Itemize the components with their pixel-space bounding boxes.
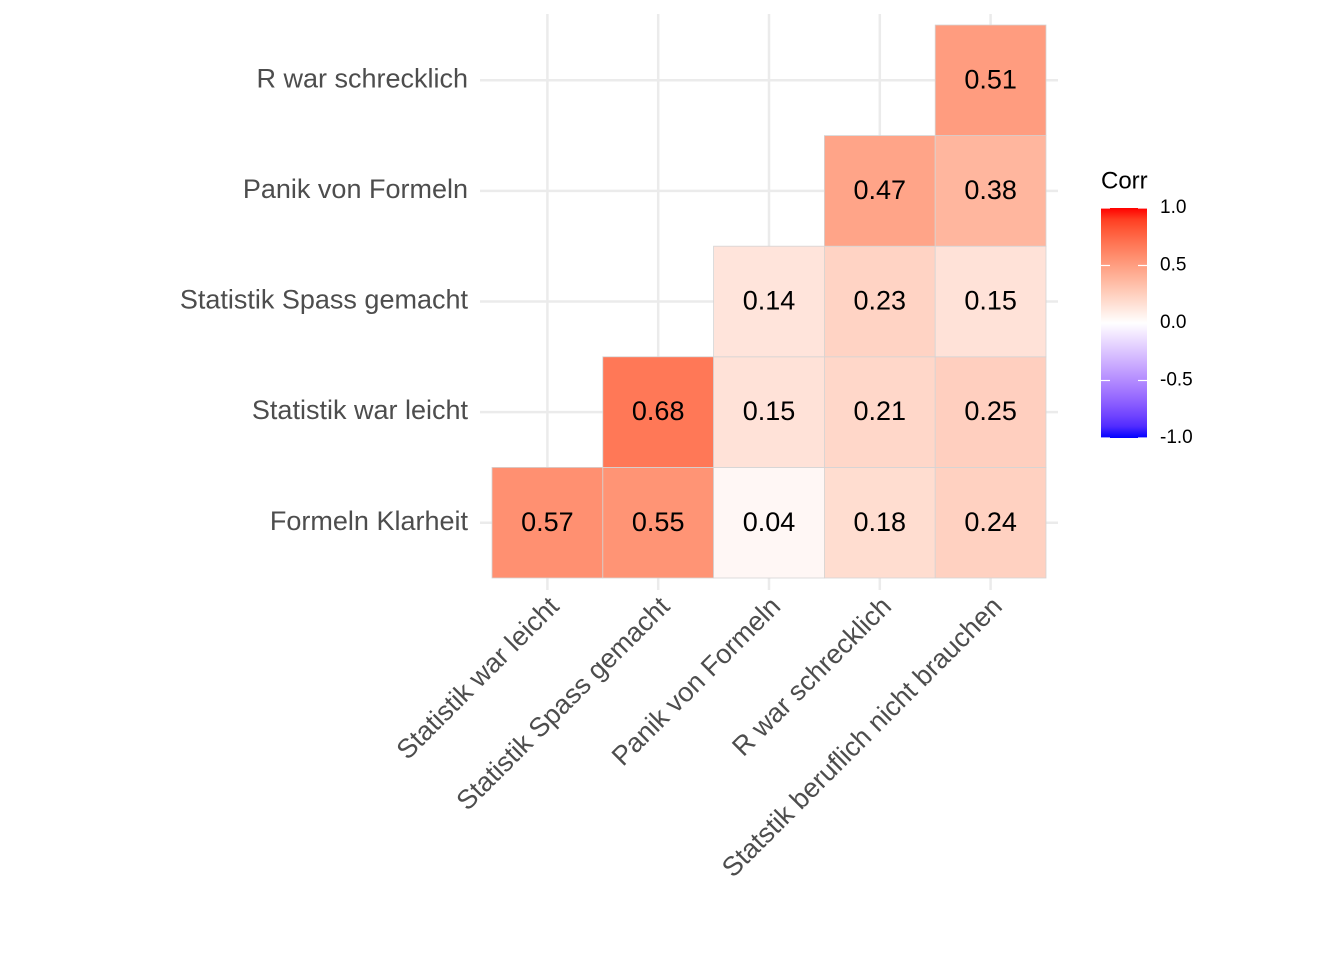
value-label: 0.25 bbox=[964, 396, 1017, 426]
heatmap-cell bbox=[713, 245, 825, 358]
legend-tick-label: 0.5 bbox=[1160, 255, 1186, 276]
value-label: 0.23 bbox=[854, 286, 907, 316]
value-label: 0.47 bbox=[854, 175, 907, 205]
y-tick-label: Panik von Formeln bbox=[243, 174, 468, 204]
cells bbox=[491, 24, 1047, 579]
y-tick-label: Statistik Spass gemacht bbox=[180, 285, 469, 315]
value-label: 0.68 bbox=[632, 396, 685, 426]
heatmap-cell bbox=[934, 24, 1047, 136]
value-label: 0.21 bbox=[854, 396, 907, 426]
legend-tick-label: -0.5 bbox=[1160, 370, 1193, 391]
value-label: 0.38 bbox=[964, 175, 1017, 205]
legend-tick-label: 1.0 bbox=[1160, 197, 1186, 218]
heatmap-cell bbox=[824, 356, 936, 468]
heatmap-cell bbox=[824, 466, 936, 579]
value-label: 0.57 bbox=[521, 507, 574, 537]
value-label: 0.04 bbox=[743, 507, 796, 537]
heatmap-cell bbox=[602, 466, 714, 579]
value-label: 0.18 bbox=[854, 507, 907, 537]
value-label: 0.15 bbox=[964, 286, 1017, 316]
legend-tick-label: 0.0 bbox=[1160, 312, 1186, 333]
heatmap-cell bbox=[934, 245, 1047, 358]
heatmap-cell bbox=[602, 356, 714, 468]
x-tick-label: Statistik Spass gemacht bbox=[451, 591, 676, 816]
value-label: 0.51 bbox=[964, 64, 1017, 94]
value-label: 0.24 bbox=[964, 507, 1017, 537]
heatmap-cell bbox=[934, 356, 1047, 468]
heatmap-cell bbox=[934, 466, 1047, 579]
value-label: 0.15 bbox=[743, 396, 796, 426]
heatmap-cell bbox=[824, 245, 936, 358]
heatmap-cell bbox=[491, 466, 604, 579]
y-tick-label: Formeln Klarheit bbox=[270, 506, 469, 536]
value-label: 0.55 bbox=[632, 507, 685, 537]
heatmap-cell bbox=[824, 135, 936, 247]
value-label: 0.14 bbox=[743, 286, 796, 316]
legend-tick-label: -1.0 bbox=[1160, 427, 1193, 448]
y-tick-label: Statistik war leicht bbox=[252, 395, 469, 425]
legend-title: Corr bbox=[1101, 167, 1148, 194]
heatmap-cell bbox=[713, 466, 825, 579]
y-tick-label: R war schrecklich bbox=[256, 63, 468, 93]
heatmap-cell bbox=[713, 356, 825, 468]
